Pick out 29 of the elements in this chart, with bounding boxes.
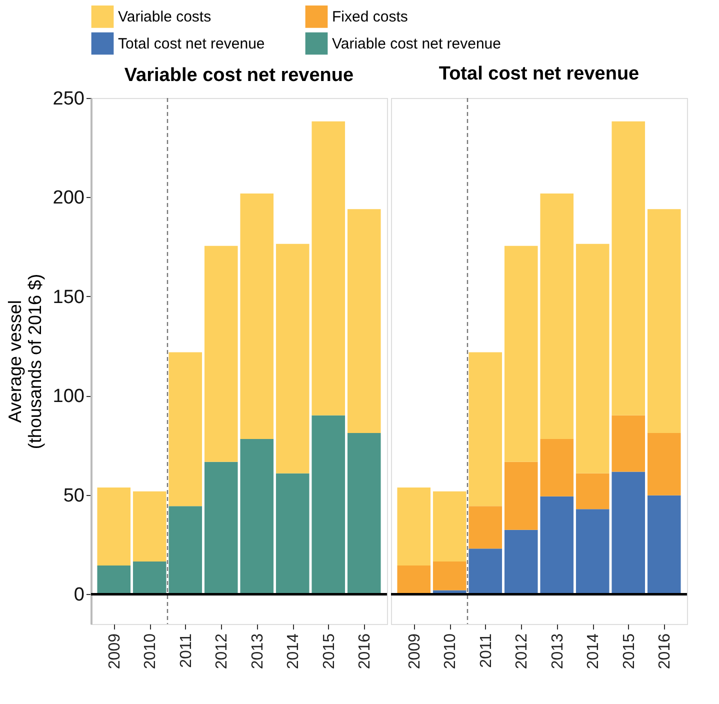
legend-label: Variable cost net revenue	[332, 36, 501, 52]
legend-label: Fixed costs	[332, 8, 408, 26]
x-tick-label: 2013	[249, 633, 266, 670]
x-tick-label: 2011	[478, 633, 495, 668]
x-tick-label: 2014	[585, 633, 602, 670]
x-tick-label: 2009	[106, 633, 124, 670]
x-tick-label: 2013	[549, 633, 566, 670]
y-tick-label: 150	[52, 286, 84, 308]
legend-label: Variable costs	[118, 8, 212, 26]
x-tick-label: 2012	[514, 633, 531, 670]
legend-label: Total cost net revenue	[118, 36, 265, 52]
chart-title: Total cost net revenue	[438, 63, 640, 84]
x-tick-label: 2012	[214, 633, 231, 670]
chart-title: Variable cost net revenue	[124, 65, 354, 86]
x-tick-label: 2010	[442, 633, 460, 670]
x-tick-label: 2011	[178, 633, 195, 668]
x-tick-label: 2010	[142, 633, 160, 670]
y-tick-label: 0	[74, 584, 84, 606]
x-tick-label: 2014	[285, 633, 302, 670]
y-tick-label: 100	[52, 386, 84, 408]
x-tick-label: 2015	[620, 633, 638, 670]
y-tick-label: 200	[52, 188, 84, 209]
y-tick-label: 50	[63, 485, 84, 506]
x-tick-label: 2015	[320, 633, 338, 670]
y-axis-title: Average vessel (thousands of 2016 $)	[4, 274, 45, 450]
y-tick-label: 250	[52, 88, 84, 110]
x-tick-label: 2016	[356, 633, 374, 670]
x-tick-label: 2009	[406, 633, 424, 670]
x-tick-label: 2016	[656, 633, 674, 670]
